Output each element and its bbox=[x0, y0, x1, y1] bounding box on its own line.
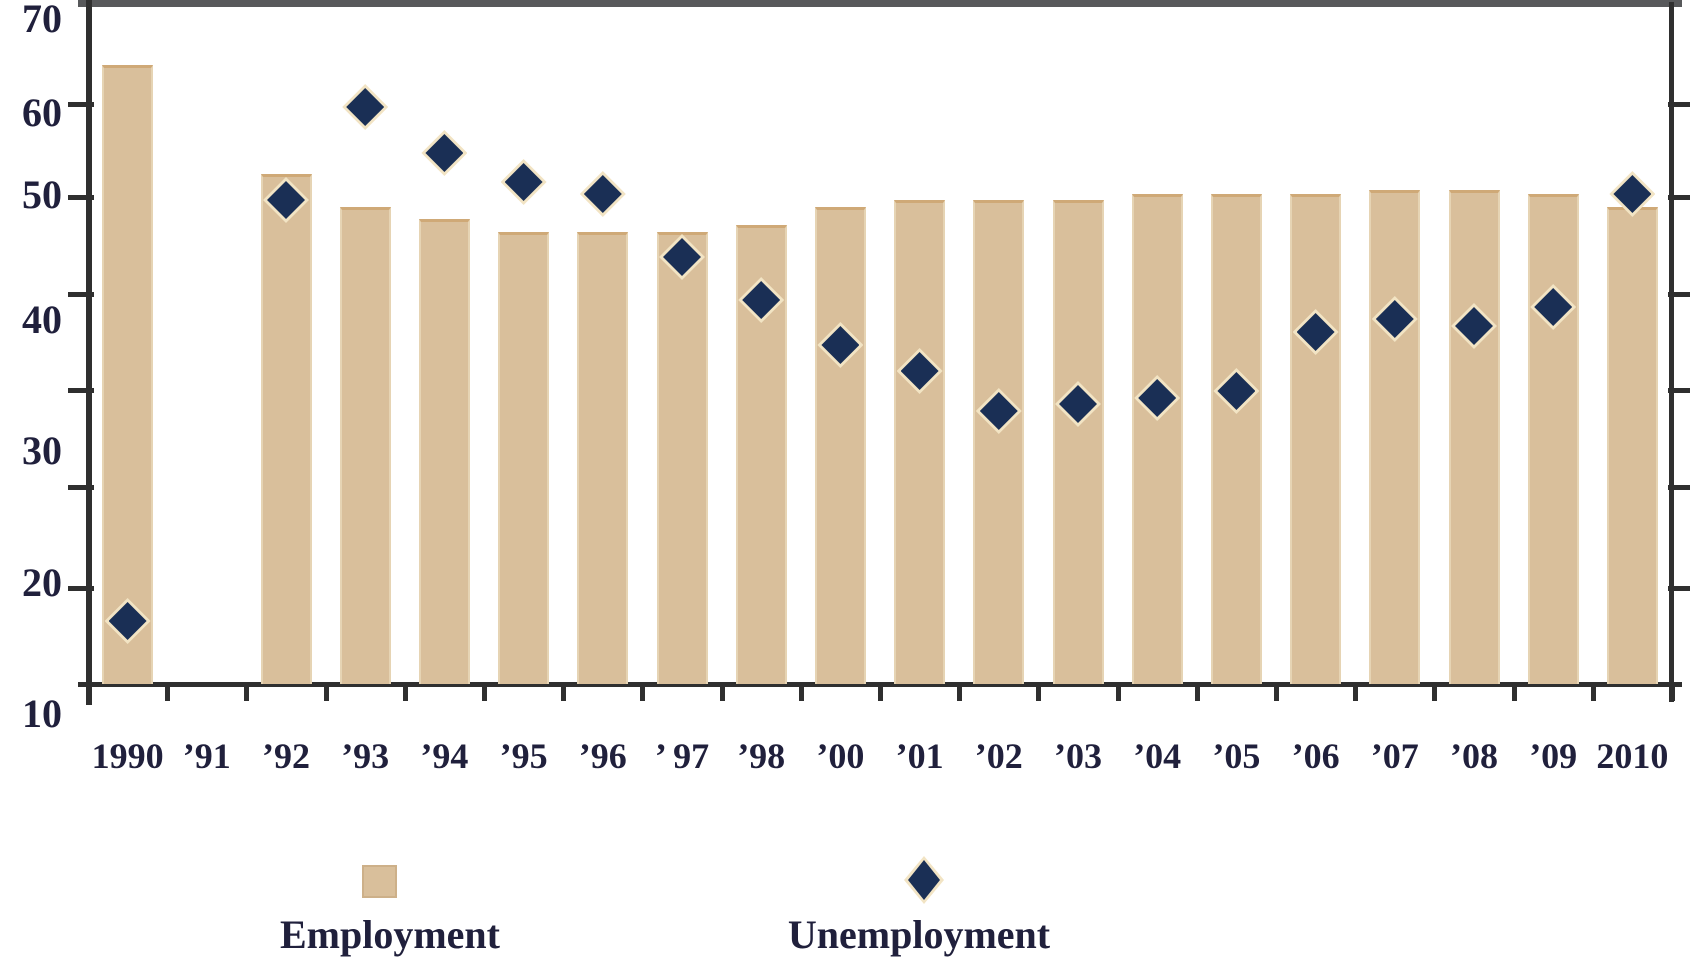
x-axis-label-year: ’07 bbox=[1370, 736, 1419, 776]
unemployment-diamond-marker bbox=[421, 130, 468, 176]
unemployment-diamond-marker bbox=[500, 159, 547, 205]
employment-bar bbox=[1052, 200, 1104, 684]
y-axis-left bbox=[86, 0, 92, 705]
y-axis-label: 50 bbox=[22, 172, 62, 217]
x-axis-label-year: ’94 bbox=[420, 736, 469, 776]
unemployment-legend-diamond-icon bbox=[904, 856, 944, 904]
x-axis-tick bbox=[1036, 684, 1042, 701]
y-axis-tick-left bbox=[68, 102, 94, 107]
employment-bar bbox=[1448, 190, 1500, 684]
x-axis-label-year: ’06 bbox=[1291, 736, 1340, 776]
x-axis-label-year: ’00 bbox=[816, 736, 865, 776]
y-axis-tick-left bbox=[68, 195, 94, 200]
x-axis-label-year: ’01 bbox=[895, 736, 944, 776]
employment-bar bbox=[260, 174, 312, 684]
x-axis-label-year: ’95 bbox=[499, 736, 548, 776]
employment-bar bbox=[814, 207, 866, 684]
employment-bar bbox=[1527, 194, 1579, 684]
x-axis-tick bbox=[878, 684, 883, 701]
x-axis-tick bbox=[1194, 684, 1200, 701]
x-axis-label-year: 2010 bbox=[1596, 736, 1669, 776]
x-axis-tick bbox=[482, 684, 487, 701]
y-axis-tick-right bbox=[1668, 485, 1690, 490]
x-axis-label-year: ’08 bbox=[1450, 736, 1498, 776]
x-axis-label-year: 1990 bbox=[91, 736, 164, 776]
employment-bar bbox=[498, 232, 550, 684]
x-axis-label-year: ’09 bbox=[1529, 736, 1578, 776]
employment-bar bbox=[1369, 190, 1421, 684]
x-axis-tick bbox=[86, 684, 91, 701]
y-axis-label: 60 bbox=[22, 90, 62, 135]
y-axis-label: 40 bbox=[22, 297, 62, 342]
x-axis-tick bbox=[561, 684, 567, 701]
y-axis-tick-right bbox=[1668, 292, 1690, 297]
x-axis-label-year: ’04 bbox=[1133, 736, 1182, 776]
unemployment-diamond-marker bbox=[579, 171, 626, 217]
x-axis-label-year: ’98 bbox=[737, 736, 786, 776]
unemployment-diamond-fill bbox=[504, 163, 543, 201]
unemployment-diamond-fill bbox=[346, 88, 385, 126]
employment-bar bbox=[1131, 194, 1183, 684]
employment-bar bbox=[577, 232, 629, 684]
x-axis-tick bbox=[1670, 684, 1675, 701]
x-axis-label-year: ’96 bbox=[578, 736, 627, 776]
employment-legend-swatch bbox=[362, 865, 397, 898]
y-axis-tick-right bbox=[1668, 388, 1690, 393]
y-axis-tick-right bbox=[1668, 102, 1690, 107]
y-axis-right bbox=[1669, 2, 1674, 702]
x-axis-tick bbox=[957, 684, 963, 701]
employment-bar bbox=[1210, 194, 1262, 684]
employment-bar bbox=[1290, 194, 1342, 684]
employment-bar bbox=[1606, 207, 1658, 684]
y-axis-label: 10 bbox=[22, 691, 62, 736]
x-axis-tick bbox=[1353, 684, 1359, 701]
x-axis-tick bbox=[1115, 684, 1121, 701]
x-axis-tick bbox=[798, 684, 804, 701]
x-axis-label-year: ’ 97 bbox=[654, 736, 710, 776]
employment-bar bbox=[894, 200, 946, 684]
unemployment-diamond-marker bbox=[342, 84, 389, 130]
unemployment-diamond-fill bbox=[583, 175, 622, 213]
x-axis-tick bbox=[244, 684, 250, 701]
y-axis-tick-left bbox=[68, 292, 94, 297]
employment-bar bbox=[656, 232, 708, 684]
employment-bar bbox=[973, 200, 1025, 684]
x-axis-tick bbox=[640, 684, 646, 701]
x-axis-label-year: ’93 bbox=[341, 736, 390, 776]
y-axis-tick-right bbox=[1668, 195, 1690, 200]
x-axis-tick bbox=[1511, 684, 1517, 701]
x-axis-tick bbox=[323, 684, 329, 701]
employment-legend-label: Employment bbox=[280, 912, 500, 957]
y-axis-tick-left bbox=[68, 485, 94, 490]
employment-bar bbox=[339, 207, 391, 684]
y-axis-tick-left bbox=[68, 388, 94, 393]
y-axis-label: 30 bbox=[22, 428, 62, 473]
unemployment-legend-label: Unemployment bbox=[787, 912, 1051, 957]
y-axis-label: 20 bbox=[22, 560, 62, 605]
y-axis-label: 70 bbox=[22, 0, 62, 41]
y-axis-tick-left bbox=[68, 586, 94, 591]
x-axis-tick bbox=[1590, 684, 1596, 701]
x-axis-label-year: ’02 bbox=[974, 736, 1023, 776]
x-axis-tick bbox=[719, 684, 725, 701]
plot-top-border bbox=[78, 0, 1682, 7]
x-axis-label-year: ’05 bbox=[1212, 736, 1261, 776]
y-axis-tick-right bbox=[1668, 586, 1690, 591]
employment-bar bbox=[102, 65, 154, 684]
x-axis-label-year: ’91 bbox=[182, 736, 231, 776]
x-axis-tick bbox=[402, 684, 408, 701]
unemployment-diamond-fill bbox=[425, 134, 464, 172]
x-axis-tick bbox=[165, 684, 171, 701]
x-axis-label-year: ’92 bbox=[262, 736, 310, 776]
x-axis-label-year: ’03 bbox=[1054, 736, 1102, 776]
x-axis-tick bbox=[1432, 684, 1438, 701]
x-axis-tick bbox=[1274, 684, 1279, 701]
employment-bar bbox=[418, 219, 470, 684]
